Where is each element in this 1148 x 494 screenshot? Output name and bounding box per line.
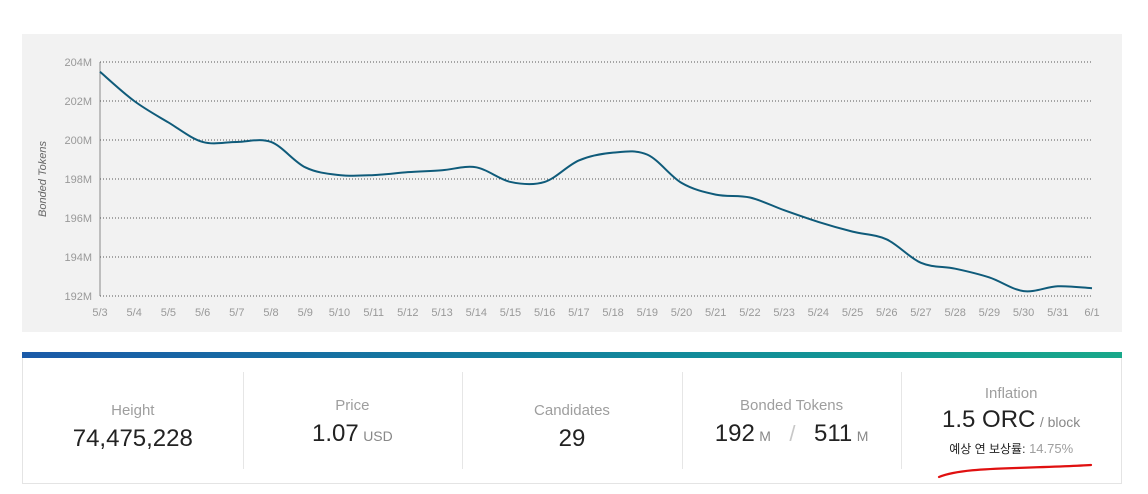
stat-label-candidates: Candidates (534, 402, 610, 419)
x-tick-label: 5/11 (363, 307, 384, 319)
x-tick-label: 5/4 (127, 307, 142, 319)
stat-value-candidates: 29 (558, 425, 586, 452)
stat-inflation: Inflation 1.5 ORC / block 예상 연 보상률: 14.7… (901, 358, 1121, 483)
stat-label-bonded-tokens: Bonded Tokens (740, 397, 844, 414)
series-line-bonded-tokens (99, 70, 1093, 293)
x-tick-label: 5/19 (637, 307, 658, 319)
stat-price: Price 1.07 USD (242, 358, 463, 483)
x-tick-label: 5/24 (808, 307, 829, 319)
x-tick-label: 5/18 (602, 307, 623, 319)
stat-price-row: 1.07 USD (312, 420, 393, 448)
x-tick-label: 5/23 (773, 307, 794, 319)
stat-inflation-row: 1.5 ORC / block (942, 406, 1080, 434)
y-tick-label: 192M (64, 291, 92, 303)
expected-annual-reward-value: 14.75% (1029, 440, 1074, 456)
stat-bonded-tokens: Bonded Tokens 192 M / 511 M (681, 358, 902, 483)
y-tick-label: 198M (64, 174, 92, 186)
x-tick-label: 5/3 (92, 307, 107, 319)
x-tick-label: 5/10 (329, 307, 350, 319)
stat-label-height: Height (111, 402, 155, 419)
x-tick-label: 5/29 (979, 307, 1000, 319)
stat-separator: / (789, 421, 796, 446)
x-tick-label: 5/31 (1047, 307, 1068, 319)
stat-unit-bonded: M (759, 428, 771, 444)
x-tick-label: 5/9 (298, 307, 313, 319)
x-tick-label: 5/7 (229, 307, 244, 319)
x-tick-label: 5/13 (431, 307, 452, 319)
y-tick-label: 196M (64, 213, 92, 225)
x-tick-label: 5/20 (671, 307, 692, 319)
x-tick-label: 5/22 (739, 307, 760, 319)
bonded-tokens-chart: 192M 194M 196M 198M 200M 202M 204M 5/3 5/4 5/5 5/… (37, 57, 1100, 319)
red-annotation-underline (937, 463, 1093, 479)
x-tick-label: 5/14 (466, 307, 487, 319)
stat-value-inflation: 1.5 ORC (942, 405, 1036, 433)
red-annotation-stroke (937, 463, 1093, 479)
y-tick-label: 194M (64, 252, 92, 264)
stat-value-price: 1.07 (312, 420, 359, 447)
stat-candidates: Candidates 29 (462, 358, 682, 483)
stat-value-total: 511 (813, 420, 853, 447)
y-tick-label: 200M (64, 135, 92, 147)
x-tick-label: 5/26 (876, 307, 897, 319)
stat-unit-inflation: / block (1039, 413, 1081, 430)
x-tick-label: 5/28 (944, 307, 965, 319)
stat-unit-price: USD (363, 428, 393, 444)
x-tick-label: 5/12 (397, 307, 418, 319)
x-tick-label: 5/25 (842, 307, 863, 319)
stat-value-height: 74,475,228 (72, 425, 193, 452)
x-tick-label: 5/17 (568, 307, 589, 319)
stat-height: Height 74,475,228 (23, 358, 243, 483)
expected-annual-reward-label: 예상 연 보상률: (949, 441, 1026, 456)
y-tick-label: 202M (64, 96, 92, 108)
x-tick-label: 5/5 (161, 307, 176, 319)
bonded-tokens-chart-panel: 192M 194M 196M 198M 200M 202M 204M 5/3 5/4 5/5 5/… (22, 34, 1122, 332)
y-tick-label: 204M (64, 57, 92, 69)
expected-annual-reward-row: 예상 연 보상률: 14.75% (949, 440, 1073, 457)
stat-value-bonded: 192 (714, 420, 755, 447)
x-tick-label: 5/15 (500, 307, 521, 319)
stats-panel: Height 74,475,228 Price 1.07 USD Candida… (22, 358, 1122, 484)
x-tick-label: 5/30 (1013, 307, 1034, 319)
x-tick-label: 5/6 (195, 307, 210, 319)
y-axis-label: Bonded Tokens (37, 140, 49, 217)
x-tick-label: 5/27 (910, 307, 931, 319)
x-tick-label: 5/21 (705, 307, 726, 319)
x-tick-label: 6/1 (1084, 307, 1099, 319)
x-tick-label: 5/8 (263, 307, 278, 319)
stat-label-price: Price (335, 397, 370, 414)
x-tick-label: 5/16 (534, 307, 555, 319)
stat-bonded-row: 192 M / 511 M (715, 420, 869, 448)
stat-label-inflation: Inflation (984, 384, 1038, 402)
accent-divider-bar (22, 352, 1122, 358)
stat-unit-total: M (856, 428, 869, 444)
